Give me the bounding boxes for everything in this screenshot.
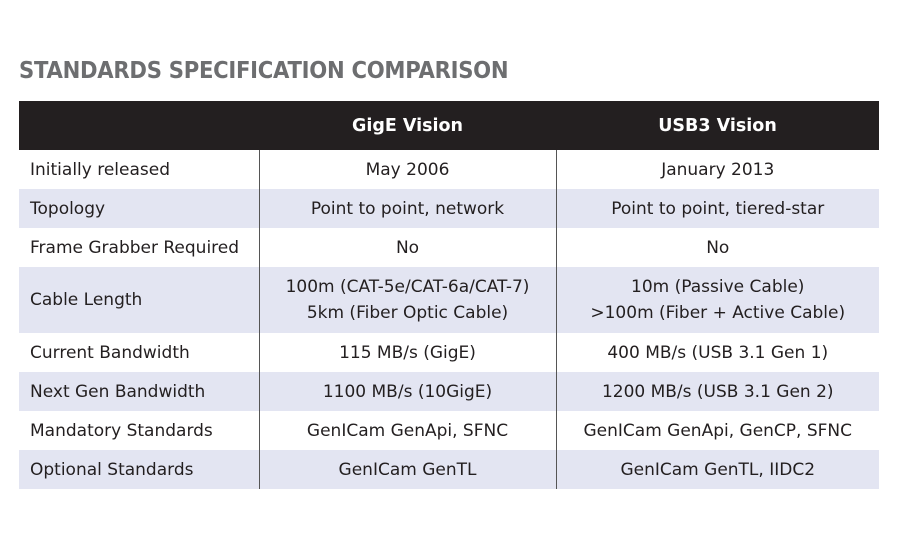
cell-line: January 2013 (661, 159, 775, 180)
value-cell: GenICam GenTL (258, 450, 556, 489)
table-row: Current Bandwidth 115 MB/s (GigE) 400 MB/s… (19, 333, 879, 372)
row-label: Mandatory Standards (30, 420, 213, 441)
cell-line: 5km (Fiber Optic Cable) (306, 303, 509, 323)
cell-line: 1200 MB/s (USB 3.1 Gen 2) (601, 381, 834, 402)
row-label: Initially released (30, 159, 171, 180)
header-cell (19, 101, 259, 150)
table-row: Frame Grabber Required No No (19, 228, 879, 267)
value-cell: No (555, 228, 879, 267)
cell-line: GenICam GenApi, GenCP, SFNC (583, 420, 853, 441)
value-cell: 1100 MB/s (10GigE) (258, 372, 556, 411)
value-cell: 100m (CAT-5e/CAT-6a/CAT-7) 5km (Fiber Opt… (258, 267, 556, 333)
cell-line: GenICam GenTL, IIDC2 (620, 459, 816, 480)
value-cell: GenICam GenApi, SFNC (258, 411, 556, 450)
value-cell: GenICam GenTL, IIDC2 (555, 450, 879, 489)
row-label: Topology (19, 189, 259, 228)
cell-line: No (395, 237, 420, 258)
cell-line: Point to point, tiered-star (611, 198, 825, 219)
cell-line: No (706, 237, 730, 258)
cell-line: 10m (Passive Cable) (631, 277, 805, 297)
cell-line: 400 MB/s (USB 3.1 Gen 1) (607, 342, 829, 363)
value-cell: 1200 MB/s (USB 3.1 Gen 2) (555, 372, 879, 411)
table-row: Cable Length 100m (CAT-5e/CAT-6a/CAT-7) 5k… (19, 267, 879, 333)
cell-line: >100m (Fiber + Active Cable) (590, 303, 846, 323)
comparison-table: GigE Vision USB3 Vision Initially released… (19, 101, 879, 489)
table-row: Topology Point to point, network Point to … (19, 189, 879, 228)
cell-line: GenICam GenApi, SFNC (306, 420, 509, 441)
value-cell: Point to point, network (258, 189, 556, 228)
value-cell: January 2013 (555, 150, 879, 189)
value-cell: 10m (Passive Cable) >100m (Fiber + Active… (555, 267, 879, 333)
table-row: Initially released May 2006 January 2013 (19, 150, 879, 189)
value-cell: May 2006 (258, 150, 556, 189)
value-cell: No (258, 228, 556, 267)
cell-line: Point to point, network (310, 198, 505, 219)
row-label: Current Bandwidth (30, 342, 190, 363)
table-row: Optional Standards GenICam GenTL GenICam G… (19, 450, 879, 489)
cell-line: 115 MB/s (GigE) (339, 342, 476, 363)
cell-line: May 2006 (365, 159, 450, 180)
value-cell: Point to point, tiered-star (555, 189, 879, 228)
value-cell: GenICam GenApi, GenCP, SFNC (555, 411, 879, 450)
value-cell: 115 MB/s (GigE) (258, 333, 556, 372)
table-row: Mandatory Standards GenICam GenApi, SFNC G… (19, 411, 879, 450)
title: STANDARDS SPECIFICATION COMPARISON (19, 58, 509, 84)
row-label: Cable Length (19, 267, 259, 333)
row-label: Frame Grabber Required (30, 237, 240, 258)
header-cell: USB3 Vision (556, 101, 879, 150)
header-row: GigE Vision USB3 Vision (19, 101, 879, 150)
header-cell: GigE Vision (259, 101, 556, 150)
cell-line: 1100 MB/s (10GigE) (322, 381, 493, 402)
row-label: Optional Standards (19, 450, 259, 489)
cell-line: GenICam GenTL (338, 459, 477, 480)
row-label: Next Gen Bandwidth (19, 372, 259, 411)
value-cell: 400 MB/s (USB 3.1 Gen 1) (555, 333, 879, 372)
cell-line: 100m (CAT-5e/CAT-6a/CAT-7) (285, 277, 530, 297)
table-row: Next Gen Bandwidth 1100 MB/s (10GigE) 1200… (19, 372, 879, 411)
